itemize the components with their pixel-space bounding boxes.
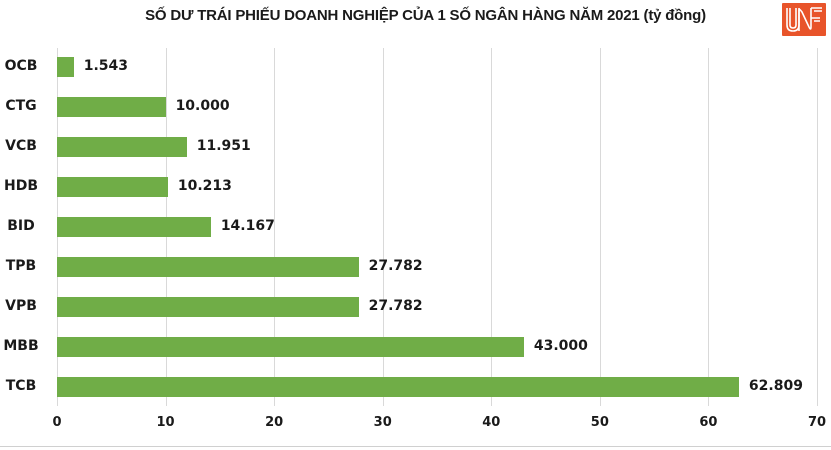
bar-vcb [57,137,187,157]
bar-row: 1.543 [57,57,817,77]
bar-row: 27.782 [57,257,817,277]
bar-row: 27.782 [57,297,817,317]
x-tick-label: 70 [807,415,827,430]
plot-area: 1.543 10.000 11.951 10.213 14.167 27.782 27.78… [57,48,818,406]
bar-vpb [57,297,359,317]
bar-ctg [57,97,166,117]
category-label: MBB [3,338,39,354]
x-tick-label: 20 [265,415,284,430]
unf-logo [782,3,826,36]
gridline [274,48,276,406]
category-label: TCB [5,378,37,394]
x-tick-label: 50 [590,415,609,430]
gridline [491,48,493,406]
category-label: CTG [5,98,37,114]
bar-row: 10.213 [57,177,817,197]
category-label: BID [7,218,35,234]
bar-hdb [57,177,168,197]
gridline [382,48,384,406]
chart-title: SỐ DƯ TRÁI PHIẾU DOANH NGHIỆP CỦA 1 SỐ N… [145,7,706,24]
x-tick-label: 10 [156,415,175,430]
x-tick-label: 30 [373,415,392,430]
bottom-border [0,446,831,447]
data-label: 10.213 [177,178,232,194]
gridline [817,48,818,406]
bar-mbb [57,337,524,357]
category-label: OCB [4,58,38,74]
category-label: VCB [5,138,37,154]
bar-tcb [57,377,739,397]
bar-bid [57,217,211,237]
bar-row: 62.809 [57,377,817,397]
gridline [599,48,601,406]
x-tick-label: 60 [699,415,718,430]
data-label: 14.167 [220,218,275,234]
data-label: 27.782 [368,258,423,274]
data-label: 62.809 [748,378,803,394]
data-label: 43.000 [533,338,588,354]
x-tick-label: 40 [482,415,501,430]
bar-row: 14.167 [57,217,817,237]
data-label: 11.951 [196,138,251,154]
x-tick-label: 0 [52,415,62,430]
bar-row: 10.000 [57,97,817,117]
bar-ocb [57,57,74,77]
category-label: VPB [5,298,37,314]
category-label: HDB [3,178,38,194]
unf-logo-icon [786,7,822,32]
category-label: TPB [5,258,37,274]
data-label: 1.543 [83,58,129,74]
data-label: 10.000 [175,98,230,114]
bar-row: 43.000 [57,337,817,357]
gridline [708,48,710,406]
data-label: 27.782 [368,298,423,314]
bar-row: 11.951 [57,137,817,157]
bar-tpb [57,257,359,277]
